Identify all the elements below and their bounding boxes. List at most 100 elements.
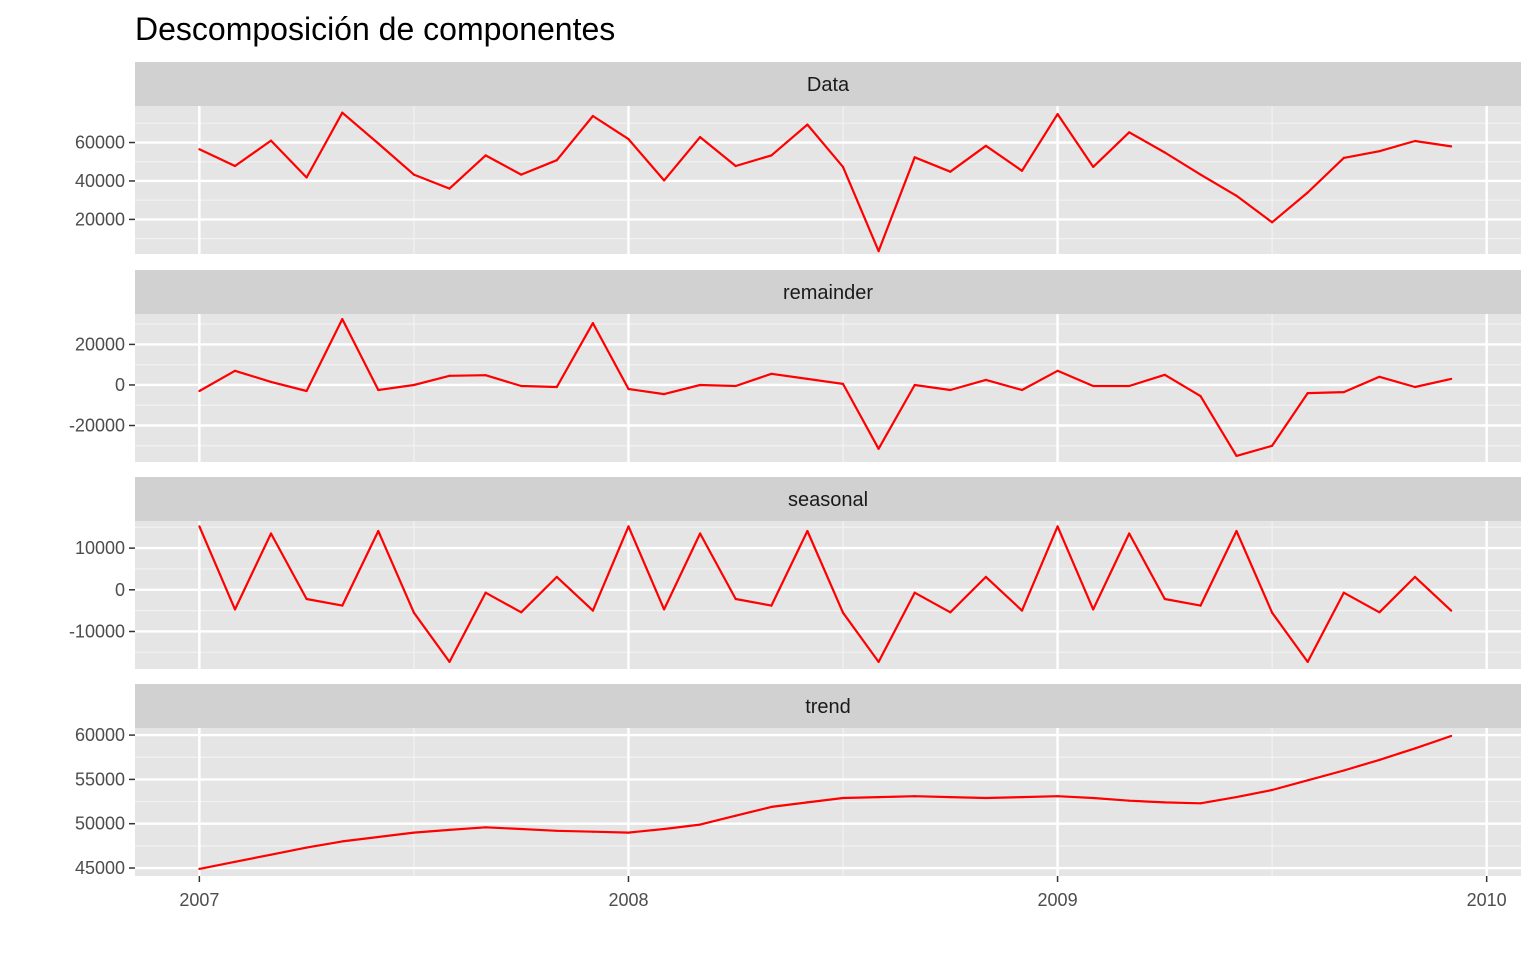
data-point	[877, 660, 880, 664]
data-point	[341, 604, 344, 607]
strip-label-trend: trend	[805, 696, 851, 718]
data-point	[1020, 388, 1024, 392]
data-point	[770, 604, 773, 607]
data-point	[949, 170, 952, 173]
data-point	[412, 611, 415, 614]
data-point	[627, 525, 630, 528]
data-point	[877, 250, 880, 253]
series-line-data	[198, 111, 1452, 253]
facet-panel-trend: trend 45000 50000 55000 60000	[75, 684, 1521, 878]
data-point	[770, 154, 773, 157]
data-point	[520, 827, 523, 831]
data-point	[233, 860, 237, 863]
data-point	[377, 835, 380, 839]
data-point	[949, 388, 952, 392]
data-point	[1199, 173, 1202, 176]
data-point	[591, 322, 595, 325]
data-point	[1092, 796, 1095, 800]
y-tick-label: 60000	[75, 133, 125, 153]
series-line-trend	[199, 734, 1452, 870]
y-tick-label: 50000	[75, 814, 125, 834]
data-point	[1271, 788, 1274, 792]
data-point	[484, 374, 487, 377]
data-point	[699, 823, 702, 826]
x-axis: 2007 2008 2009 2010	[179, 876, 1507, 910]
data-point	[591, 609, 595, 612]
data-point	[484, 154, 487, 157]
y-tick-label: -20000	[69, 416, 125, 436]
data-point	[770, 805, 773, 809]
data-point	[1199, 802, 1202, 805]
data-point	[734, 164, 737, 168]
data-point	[1235, 194, 1238, 197]
data-point	[1128, 532, 1131, 535]
strip-remainder	[135, 270, 1521, 314]
data-point	[412, 831, 415, 834]
data-point	[484, 826, 487, 829]
y-tick-label: 0	[115, 580, 125, 600]
facet-panels: Data 20000 40000 60000 remainder -20000 0 20000…	[69, 62, 1521, 878]
panel-background	[135, 314, 1521, 462]
data-point	[734, 814, 737, 817]
y-tick-label: -10000	[69, 621, 125, 641]
data-point	[1235, 454, 1238, 457]
facet-panel-data: Data 20000 40000 60000	[75, 62, 1521, 254]
y-tick-label: 0	[115, 375, 125, 395]
data-point	[627, 387, 630, 391]
data-point	[198, 148, 201, 151]
panel-background	[135, 521, 1521, 669]
data-point	[877, 796, 880, 799]
data-point	[1020, 609, 1024, 612]
data-point	[841, 796, 845, 800]
y-tick-label: 60000	[75, 725, 125, 745]
data-point	[1056, 113, 1059, 116]
data-point	[627, 831, 630, 834]
data-point	[555, 575, 558, 579]
data-point	[305, 389, 308, 393]
data-point	[198, 525, 201, 528]
data-point	[699, 136, 702, 139]
data-point	[1020, 796, 1024, 799]
data-point	[555, 385, 558, 389]
y-tick-label: 40000	[75, 171, 125, 191]
data-point	[448, 374, 451, 377]
data-point	[233, 369, 237, 372]
data-point	[1128, 131, 1131, 134]
data-point	[1235, 529, 1238, 533]
data-point	[949, 796, 952, 799]
data-point	[269, 139, 273, 142]
data-point	[591, 830, 595, 833]
series-line-seasonal	[198, 525, 1452, 664]
data-point	[1092, 384, 1095, 388]
data-point	[1450, 145, 1453, 148]
strip-trend	[135, 684, 1521, 728]
data-point	[305, 597, 308, 601]
data-point	[1235, 796, 1238, 799]
facet-panel-seasonal: seasonal -10000 0 10000	[69, 477, 1521, 669]
data-point	[627, 138, 630, 141]
data-point	[1413, 747, 1417, 750]
data-point	[1378, 375, 1381, 378]
data-point	[520, 173, 523, 176]
data-point	[913, 156, 916, 159]
data-point	[1092, 608, 1095, 611]
data-point	[1450, 609, 1453, 612]
data-point	[663, 393, 666, 396]
data-point	[1163, 801, 1166, 804]
data-point	[305, 176, 308, 179]
data-point	[269, 380, 273, 383]
data-point	[1342, 156, 1345, 159]
series-line-remainder	[198, 318, 1452, 457]
data-point	[806, 801, 809, 804]
data-point	[663, 179, 666, 182]
data-point	[1271, 611, 1274, 614]
y-tick-label: 20000	[75, 209, 125, 229]
data-point	[1128, 384, 1131, 388]
data-point	[699, 532, 702, 535]
data-point	[448, 828, 451, 832]
data-point	[913, 795, 916, 798]
data-point	[1378, 611, 1381, 614]
data-point	[1056, 795, 1059, 798]
chart-title: Descomposición de componentes	[135, 11, 615, 47]
data-point	[1450, 377, 1453, 380]
